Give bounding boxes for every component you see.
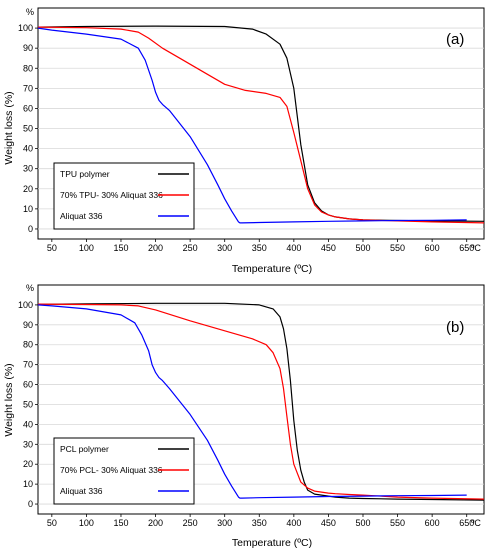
legend-label-b-0: PCL polymer	[60, 444, 109, 454]
chart-panel-b: % Weight loss (%) 0 10 20 30 40 50 60 70 80 90 100…	[3, 283, 485, 549]
y-unit-label-a: %	[26, 7, 34, 17]
x-tick-label-b-8: 450	[321, 518, 336, 528]
y-tick-label-a-7: 70	[23, 83, 33, 93]
x-tick-label-b-4: 250	[183, 518, 198, 528]
x-tick-label-a-7: 400	[286, 243, 301, 253]
y-tick-label-a-10: 100	[18, 23, 33, 33]
x-ticks-b: 50 100 150 200 250 300 350 400 450 500 550 600 650	[47, 514, 474, 528]
x-tick-label-b-0: 50	[47, 518, 57, 528]
y-tick-label-b-2: 20	[23, 459, 33, 469]
series-a	[37, 25, 485, 224]
x-ticks-a: 50 100 150 200 250 300 350 400 450 500 550 600 650	[47, 239, 474, 253]
x-tick-label-a-12: 650	[459, 243, 474, 253]
x-tick-label-a-8: 450	[321, 243, 336, 253]
y-tick-label-b-7: 70	[23, 360, 33, 370]
x-tick-label-a-3: 200	[148, 243, 163, 253]
y-tick-label-a-6: 60	[23, 103, 33, 113]
y-tick-label-b-4: 40	[23, 419, 33, 429]
x-tick-label-b-9: 500	[355, 518, 370, 528]
x-tick-label-b-7: 400	[286, 518, 301, 528]
x-tick-label-b-6: 350	[252, 518, 267, 528]
x-tick-label-b-2: 150	[113, 518, 128, 528]
series-line-b-0	[37, 302, 485, 501]
x-tick-label-b-1: 100	[79, 518, 94, 528]
series-line-a-1	[37, 26, 485, 224]
x-axis-title-b: Temperature (ºC)	[232, 537, 312, 549]
y-tick-label-a-5: 50	[23, 124, 33, 134]
y-tick-label-b-5: 50	[23, 399, 33, 409]
y-ticks-a: 0 10 20 30 40 50 60 70 80 90 100	[18, 23, 38, 234]
x-tick-label-a-4: 250	[183, 243, 198, 253]
y-axis-title-a: Weight loss (%)	[3, 91, 15, 164]
x-tick-label-a-1: 100	[79, 243, 94, 253]
y-ticks-b: 0 10 20 30 40 50 60 70 80 90 100	[18, 300, 38, 509]
y-tick-label-b-8: 80	[23, 340, 33, 350]
x-tick-label-a-10: 550	[390, 243, 405, 253]
legend-label-b-1: 70% PCL- 30% Aliquat 336	[60, 465, 163, 475]
x-tick-label-b-12: 650	[459, 518, 474, 528]
y-tick-label-a-1: 10	[23, 204, 33, 214]
x-unit-label-b: ºC	[471, 518, 481, 528]
y-tick-label-b-9: 90	[23, 320, 33, 330]
y-tick-label-a-4: 40	[23, 144, 33, 154]
legend-label-b-2: Aliquat 336	[60, 486, 103, 496]
x-tick-label-b-5: 300	[217, 518, 232, 528]
y-tick-label-b-6: 60	[23, 380, 33, 390]
y-tick-label-a-0: 0	[28, 224, 33, 234]
x-axis-title-a: Temperature (ºC)	[232, 263, 312, 275]
x-tick-label-a-11: 600	[425, 243, 440, 253]
x-tick-label-a-2: 150	[113, 243, 128, 253]
x-tick-label-a-0: 50	[47, 243, 57, 253]
panel-label-b: (b)	[446, 319, 464, 336]
chart-panel-a: % Weight loss (%) 0 10 20 30 40 50 60 70 80 90 100…	[3, 7, 485, 275]
x-tick-label-a-5: 300	[217, 243, 232, 253]
y-tick-label-a-3: 30	[23, 164, 33, 174]
legend-label-a-2: Aliquat 336	[60, 211, 103, 221]
legend-label-a-0: TPU polymer	[60, 169, 110, 179]
y-axis-title-b: Weight loss (%)	[3, 363, 15, 436]
y-tick-label-b-1: 10	[23, 479, 33, 489]
y-tick-label-a-9: 90	[23, 43, 33, 53]
series-line-a-2	[37, 27, 467, 224]
y-tick-label-b-10: 100	[18, 300, 33, 310]
legend-a: TPU polymer 70% TPU- 30% Aliquat 336 Ali…	[53, 162, 195, 230]
x-tick-label-b-11: 600	[425, 518, 440, 528]
x-unit-label-a: ºC	[471, 243, 481, 253]
x-tick-label-a-9: 500	[355, 243, 370, 253]
x-tick-label-a-6: 350	[252, 243, 267, 253]
legend-label-a-1: 70% TPU- 30% Aliquat 336	[60, 190, 163, 200]
y-tick-label-b-0: 0	[28, 499, 33, 509]
y-tick-label-b-3: 30	[23, 439, 33, 449]
y-unit-label-b: %	[26, 283, 34, 293]
legend-b: PCL polymer 70% PCL- 30% Aliquat 336 Ali…	[53, 437, 195, 505]
x-tick-label-b-10: 550	[390, 518, 405, 528]
series-b	[37, 302, 485, 501]
panel-label-a: (a)	[446, 31, 464, 48]
y-tick-label-a-2: 20	[23, 184, 33, 194]
x-tick-label-b-3: 200	[148, 518, 163, 528]
plot-frame-a	[37, 7, 485, 240]
plot-frame-b	[37, 284, 485, 515]
series-line-b-2	[37, 304, 467, 499]
y-tick-label-a-8: 80	[23, 63, 33, 73]
series-line-b-1	[37, 303, 485, 500]
